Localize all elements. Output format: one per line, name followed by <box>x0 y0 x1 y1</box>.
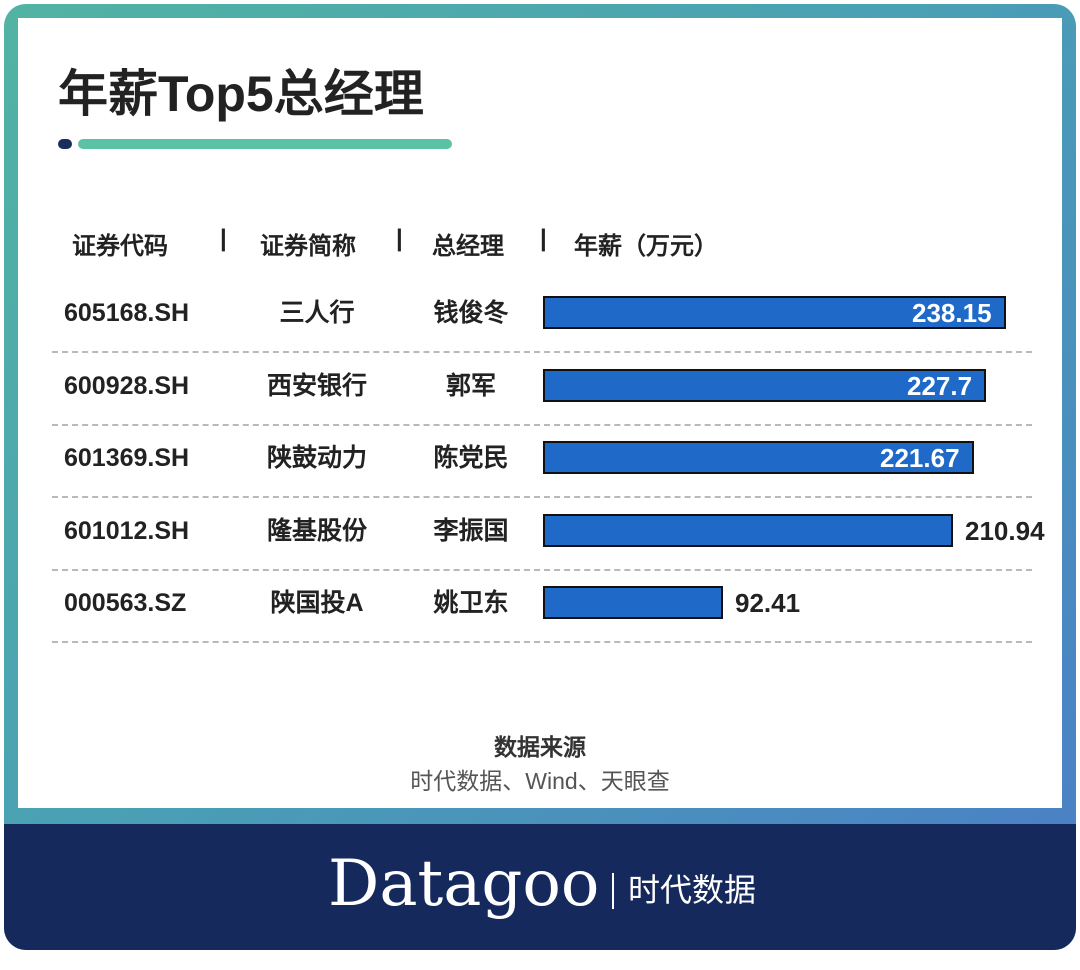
table-row: 601369.SH 陕鼓动力 陈党民 <box>0 422 1080 494</box>
row-manager: 陈党民 <box>433 444 509 472</box>
brand-name: 时代数据 <box>628 872 757 908</box>
header-manager: 总经理 <box>432 233 504 260</box>
brand-footer <box>4 824 1076 950</box>
salary-bar <box>543 441 974 474</box>
salary-bar <box>543 296 1006 329</box>
row-manager: 钱俊冬 <box>433 299 509 327</box>
row-code: 601369.SH <box>64 444 190 472</box>
row-name: 陕国投A <box>270 589 364 617</box>
title-accent-dot <box>58 139 72 149</box>
row-divider <box>52 496 1032 498</box>
row-name: 三人行 <box>279 299 355 327</box>
row-divider <box>52 641 1032 643</box>
salary-data-label: 238.15 <box>912 298 992 328</box>
table-row: 600928.SH 西安银行 郭军 <box>0 350 1080 422</box>
row-code: 600928.SH <box>64 372 190 400</box>
row-divider <box>52 569 1032 571</box>
header-separator: | <box>540 225 547 252</box>
header-separator: | <box>220 225 227 252</box>
row-manager: 李振国 <box>433 517 509 545</box>
row-code: 601012.SH <box>64 517 190 545</box>
salary-data-label: 210.94 <box>965 516 1045 546</box>
title-accent-line <box>78 139 452 149</box>
row-manager: 姚卫东 <box>433 589 509 617</box>
card-body <box>18 18 1062 808</box>
row-name: 西安银行 <box>266 372 367 400</box>
salary-bar <box>543 586 723 619</box>
salary-data-label: 92.41 <box>735 588 801 618</box>
row-manager: 郭军 <box>445 372 496 400</box>
header-name: 证券简称 <box>260 233 356 260</box>
chart-title: 年薪Top5总经理 <box>58 66 424 122</box>
source-text: 时代数据、Wind、天眼查 <box>410 768 670 794</box>
salary-data-label: 227.7 <box>907 371 973 401</box>
brand-divider <box>612 873 614 909</box>
table-row: 000563.SZ 陕国投A 姚卫东 <box>0 567 1080 639</box>
header-separator: | <box>396 225 403 252</box>
row-name: 隆基股份 <box>266 517 367 545</box>
header-code: 证券代码 <box>72 233 168 260</box>
row-divider <box>52 351 1032 353</box>
salary-data-label: 221.67 <box>880 443 960 473</box>
row-code: 000563.SZ <box>64 589 187 617</box>
salary-bar <box>543 369 986 402</box>
table-row: 601012.SH 隆基股份 李振国 <box>0 495 1080 567</box>
salary-bar <box>543 514 953 547</box>
row-divider <box>52 424 1032 426</box>
table-row: 605168.SH 三人行 钱俊冬 <box>0 277 1080 349</box>
header-salary: 年薪（万元） <box>574 233 718 260</box>
brand-logo: Datagoo <box>328 847 600 921</box>
row-code: 605168.SH <box>64 299 190 327</box>
row-name: 陕鼓动力 <box>266 444 367 472</box>
source-title: 数据来源 <box>494 734 586 760</box>
